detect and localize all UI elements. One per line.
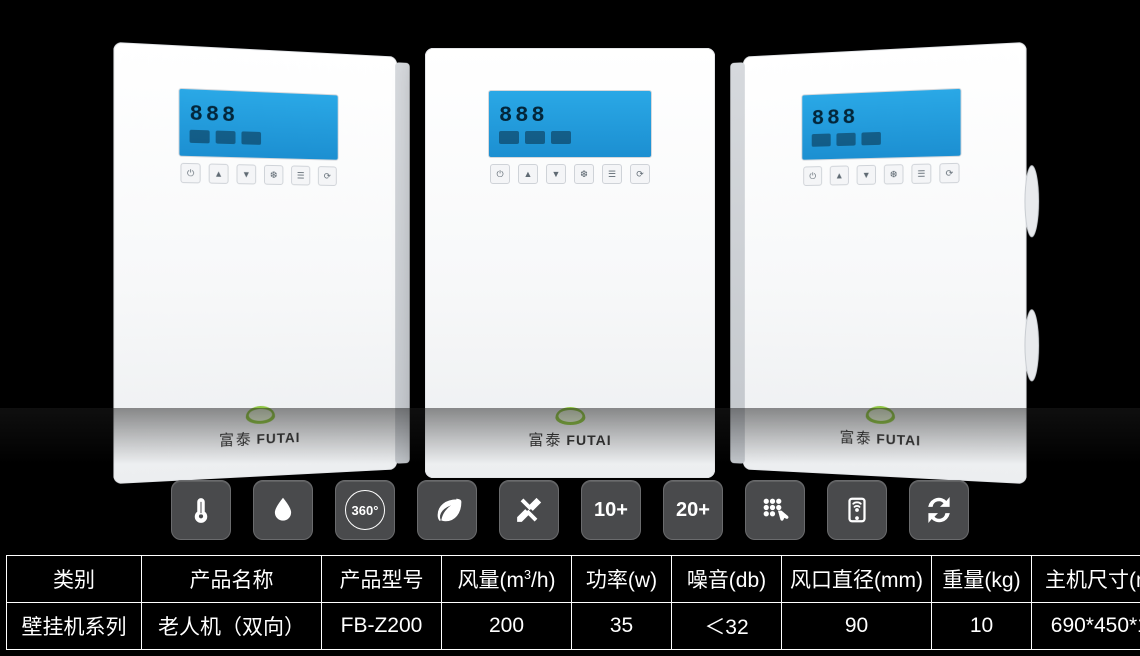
lcd-screen: 888 [801,88,961,161]
side-vent-icon [1024,309,1039,381]
brand-en: FUTAI [257,429,301,447]
col-header-noise: 噪音(db) [672,556,782,603]
cell-airflow: 200 [442,603,572,650]
table-row: 壁挂机系列老人机（双向）FB-Z20020035＜329010690*450*1… [7,603,1140,650]
brand-en: FUTAI [566,432,611,448]
col-header-model: 产品型号 [322,556,442,603]
side-vent-icon [1024,165,1039,237]
brand-cn: 富泰 [528,432,562,449]
panel-button: ▼ [857,165,876,185]
lcd-digits: 888 [812,106,858,129]
cell-model: FB-Z200 [322,603,442,650]
phone-wifi-icon [827,480,887,540]
product-stage: 888 ⏻ ▲ ▼ ❆ ☰ ⟳ 富泰FUTAI 888 ⏻ [0,0,1140,478]
panel-button: ⏻ [490,164,510,184]
lcd-digits: 888 [499,105,548,127]
control-panel: 888 ⏻ ▲ ▼ ❆ ☰ ⟳ [488,90,652,184]
brand-logo-icon [865,405,894,424]
control-panel: 888 ⏻ ▲ ▼ ❆ ☰ ⟳ [801,88,961,186]
brand-mark: 富泰FUTAI [840,405,921,451]
panel-buttons: ⏻ ▲ ▼ ❆ ☰ ⟳ [801,163,961,186]
lcd-digits: 888 [190,103,239,127]
cell-name: 老人机（双向） [142,603,322,650]
keypad-touch-icon [745,480,805,540]
col-header-name: 产品名称 [142,556,322,603]
brand-mark: 富泰FUTAI [528,407,611,450]
brand-cn: 富泰 [840,429,873,447]
brand-logo-icon [555,407,585,425]
panel-buttons: ⏻ ▲ ▼ ❆ ☰ ⟳ [488,164,652,184]
panel-button: ❆ [264,165,283,185]
device-right: 888 ⏻ ▲ ▼ ❆ ☰ ⟳ 富泰FUTAI [743,42,1027,484]
panel-button: ⟳ [318,166,337,186]
brand-en: FUTAI [876,431,921,449]
brand-mark: 富泰FUTAI [219,405,300,451]
rotate360-icon: 360° [335,480,395,540]
panel-button: ▲ [518,164,538,184]
panel-button: ▲ [209,163,229,183]
cell-noise: ＜32 [672,603,782,650]
device-left: 888 ⏻ ▲ ▼ ❆ ☰ ⟳ 富泰FUTAI [113,42,397,484]
col-header-category: 类别 [7,556,142,603]
control-panel: 888 ⏻ ▲ ▼ ❆ ☰ ⟳ [178,88,338,186]
cell-ventdia: 90 [782,603,932,650]
table-header-row: 类别产品名称产品型号风量(m3/h)功率(w)噪音(db)风口直径(mm)重量(… [7,556,1140,603]
lcd-screen: 888 [178,88,338,161]
panel-button: ⟳ [939,163,959,184]
twenty-plus-icon: 20+ [663,480,723,540]
device-center: 888 ⏻ ▲ ▼ ❆ ☰ ⟳ 富泰FUTAI [425,48,715,478]
cell-power: 35 [572,603,672,650]
brand-cn: 富泰 [219,431,253,449]
brand-logo-icon [245,405,274,424]
spec-table: 类别产品名称产品型号风量(m3/h)功率(w)噪音(db)风口直径(mm)重量(… [6,555,1140,650]
drop-icon [253,480,313,540]
ten-plus-icon: 10+ [581,480,641,540]
cell-category: 壁挂机系列 [7,603,142,650]
feature-icon-row: 360° 10+ 20+ [0,480,1140,540]
leaf-icon [417,480,477,540]
col-header-dim: 主机尺寸(mm) [1032,556,1140,603]
panel-button: ▲ [830,165,849,185]
panel-button: ☰ [291,165,310,185]
panel-button: ❆ [884,164,904,184]
col-header-ventdia: 风口直径(mm) [782,556,932,603]
cell-dim: 690*450*130 [1032,603,1140,650]
col-header-power: 功率(w) [572,556,672,603]
cell-weight: 10 [932,603,1032,650]
panel-button: ▼ [237,164,257,184]
panel-button: ⏻ [180,163,200,184]
panel-button: ❆ [574,164,594,184]
col-header-airflow: 风量(m3/h) [442,556,572,603]
panel-button: ☰ [602,164,622,184]
panel-button: ⟳ [630,164,650,184]
panel-buttons: ⏻ ▲ ▼ ❆ ☰ ⟳ [178,163,338,186]
lcd-screen: 888 [488,90,652,158]
tools-icon [499,480,559,540]
panel-button: ☰ [911,163,931,183]
col-header-weight: 重量(kg) [932,556,1032,603]
sync-icon [909,480,969,540]
thermometer-icon [171,480,231,540]
panel-button: ▼ [546,164,566,184]
panel-button: ⏻ [803,166,822,186]
